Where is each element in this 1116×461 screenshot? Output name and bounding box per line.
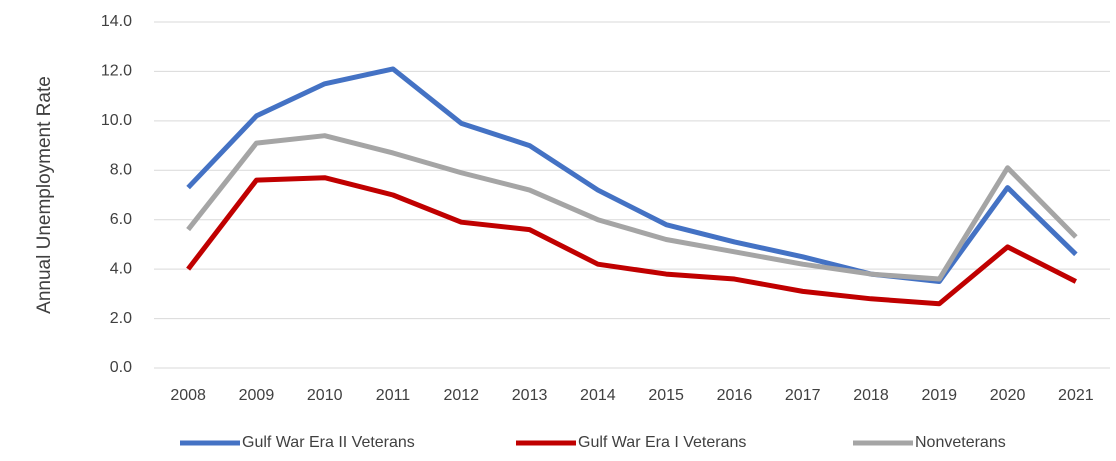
y-axis-title: Annual Unemployment Rate	[34, 76, 55, 314]
series-line	[186, 133, 1078, 282]
legend-label: Nonveterans	[915, 434, 1006, 451]
x-tick-label: 2018	[853, 387, 889, 404]
y-tick-label: 12.0	[101, 63, 132, 80]
x-tick-label: 2010	[307, 387, 343, 404]
x-tick-label: 2011	[376, 387, 411, 404]
legend-label: Gulf War Era I Veterans	[578, 434, 746, 451]
x-tick-label: 2019	[921, 387, 957, 404]
x-tick-label: 2015	[648, 387, 684, 404]
x-tick-label: 2012	[443, 387, 479, 404]
x-tick-label: 2016	[717, 387, 753, 404]
x-tick-label: 2008	[170, 387, 206, 404]
x-tick-label: 2013	[512, 387, 548, 404]
x-tick-label: 2020	[990, 387, 1026, 404]
y-tick-label: 8.0	[110, 162, 132, 179]
y-tick-label: 0.0	[110, 359, 132, 376]
y-tick-label: 10.0	[101, 112, 132, 129]
x-tick-label: 2009	[239, 387, 275, 404]
x-tick-label: 2017	[785, 387, 821, 404]
series-line	[186, 175, 1077, 307]
legend-label: Gulf War Era II Veterans	[242, 434, 415, 451]
x-tick-label: 2021	[1058, 387, 1094, 404]
y-tick-label: 4.0	[110, 260, 132, 277]
series-line	[186, 66, 1078, 284]
x-tick-label: 2014	[580, 387, 616, 404]
y-tick-label: 2.0	[110, 310, 132, 327]
y-tick-label: 14.0	[101, 13, 132, 30]
y-tick-label: 6.0	[110, 211, 132, 228]
